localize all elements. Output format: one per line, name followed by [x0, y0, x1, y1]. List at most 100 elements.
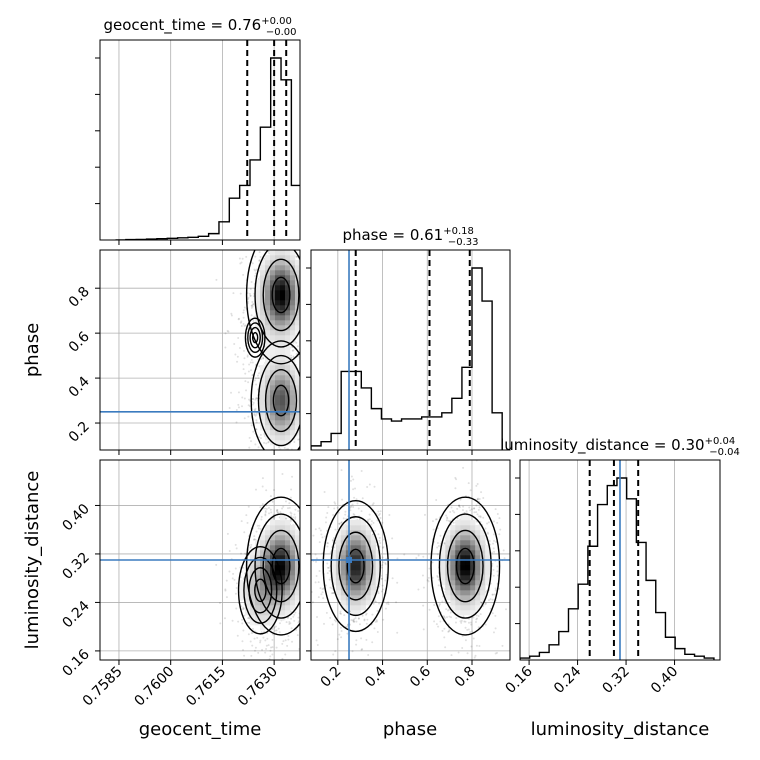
sample-point	[255, 397, 258, 400]
sample-point	[241, 405, 244, 408]
sample-point	[338, 522, 341, 525]
density-cell	[260, 325, 266, 331]
sample-point	[308, 525, 310, 527]
sample-point	[253, 268, 256, 271]
sample-point	[286, 699, 288, 701]
sample-point	[290, 356, 293, 359]
sample-point	[445, 514, 448, 517]
density-cell	[270, 415, 276, 421]
sample-point	[391, 537, 394, 540]
density-cell	[260, 405, 266, 411]
sample-point	[504, 608, 507, 611]
density-cell	[255, 575, 261, 581]
sample-point	[301, 245, 303, 247]
sample-point	[371, 503, 374, 506]
density-cell	[295, 545, 300, 551]
sample-point	[380, 566, 383, 569]
sample-point	[318, 546, 320, 548]
sample-point	[254, 649, 257, 652]
density-cell	[275, 405, 281, 411]
sample-point	[360, 510, 363, 513]
sample-point	[267, 506, 270, 509]
density-cell	[275, 440, 281, 446]
sample-point	[438, 604, 441, 607]
sample-point	[303, 399, 305, 401]
sample-point	[332, 592, 335, 595]
sample-point	[315, 575, 318, 578]
density-cell	[275, 395, 281, 401]
density-cell	[270, 545, 276, 551]
density-cell	[295, 585, 300, 591]
sample-point	[316, 315, 318, 317]
sample-point	[259, 506, 262, 509]
sample-point	[368, 513, 371, 516]
sample-point	[327, 542, 330, 545]
density-cell	[285, 535, 291, 541]
sample-point	[256, 636, 259, 639]
sample-point	[301, 650, 303, 652]
sample-point	[395, 601, 398, 604]
sample-point	[306, 255, 308, 257]
sample-point	[307, 575, 309, 577]
sample-point	[381, 546, 384, 549]
sample-point	[291, 349, 294, 352]
sample-point	[307, 307, 309, 309]
sample-point	[301, 512, 303, 514]
density-cell	[265, 355, 271, 361]
density-cell	[270, 430, 276, 436]
sample-point	[254, 269, 257, 272]
sample-point	[502, 549, 505, 552]
sample-point	[453, 511, 456, 514]
sample-point	[336, 638, 339, 641]
density-cell	[285, 430, 291, 436]
sample-point	[309, 621, 311, 623]
sample-point	[462, 615, 465, 618]
density-cell	[250, 595, 256, 601]
density-cell	[270, 575, 276, 581]
sample-point	[441, 629, 444, 632]
sample-point	[247, 381, 250, 384]
scatter-panel-luminosity_distance-vs-geocent_time	[95, 459, 320, 701]
sample-point	[368, 483, 371, 486]
sample-point	[285, 517, 288, 520]
sample-point	[477, 515, 480, 518]
sample-point	[245, 514, 248, 517]
sample-point	[243, 324, 246, 327]
density-cell	[245, 590, 251, 596]
sample-point	[445, 608, 448, 611]
sample-point	[326, 402, 328, 404]
density-cell	[270, 315, 276, 321]
sample-point	[356, 502, 359, 505]
sample-point	[247, 505, 250, 508]
sample-point	[251, 644, 254, 647]
density-cell	[280, 525, 286, 531]
sample-point	[294, 236, 296, 238]
sample-point	[295, 341, 298, 344]
sample-point	[465, 510, 468, 513]
sample-point	[265, 648, 268, 651]
sample-point	[358, 675, 360, 677]
density-cell	[280, 330, 286, 336]
sample-point	[422, 604, 425, 607]
sample-point	[493, 520, 496, 523]
sample-point	[355, 639, 358, 642]
sample-point	[367, 518, 370, 521]
density-cell	[255, 320, 261, 326]
density-cell	[260, 385, 266, 391]
sample-point	[301, 565, 303, 567]
sample-point	[328, 298, 330, 300]
sample-point	[372, 521, 375, 524]
sample-point	[450, 506, 453, 509]
sample-point	[311, 586, 313, 588]
sample-point	[384, 607, 387, 610]
sample-point	[379, 510, 382, 513]
density-cell	[270, 585, 276, 591]
sample-point	[265, 489, 268, 492]
sample-point	[332, 537, 335, 540]
sample-point	[260, 515, 263, 518]
sample-point	[421, 574, 424, 577]
sample-point	[254, 488, 257, 491]
density-cell	[265, 425, 271, 431]
density-cell	[265, 390, 271, 396]
sample-point	[463, 620, 466, 623]
